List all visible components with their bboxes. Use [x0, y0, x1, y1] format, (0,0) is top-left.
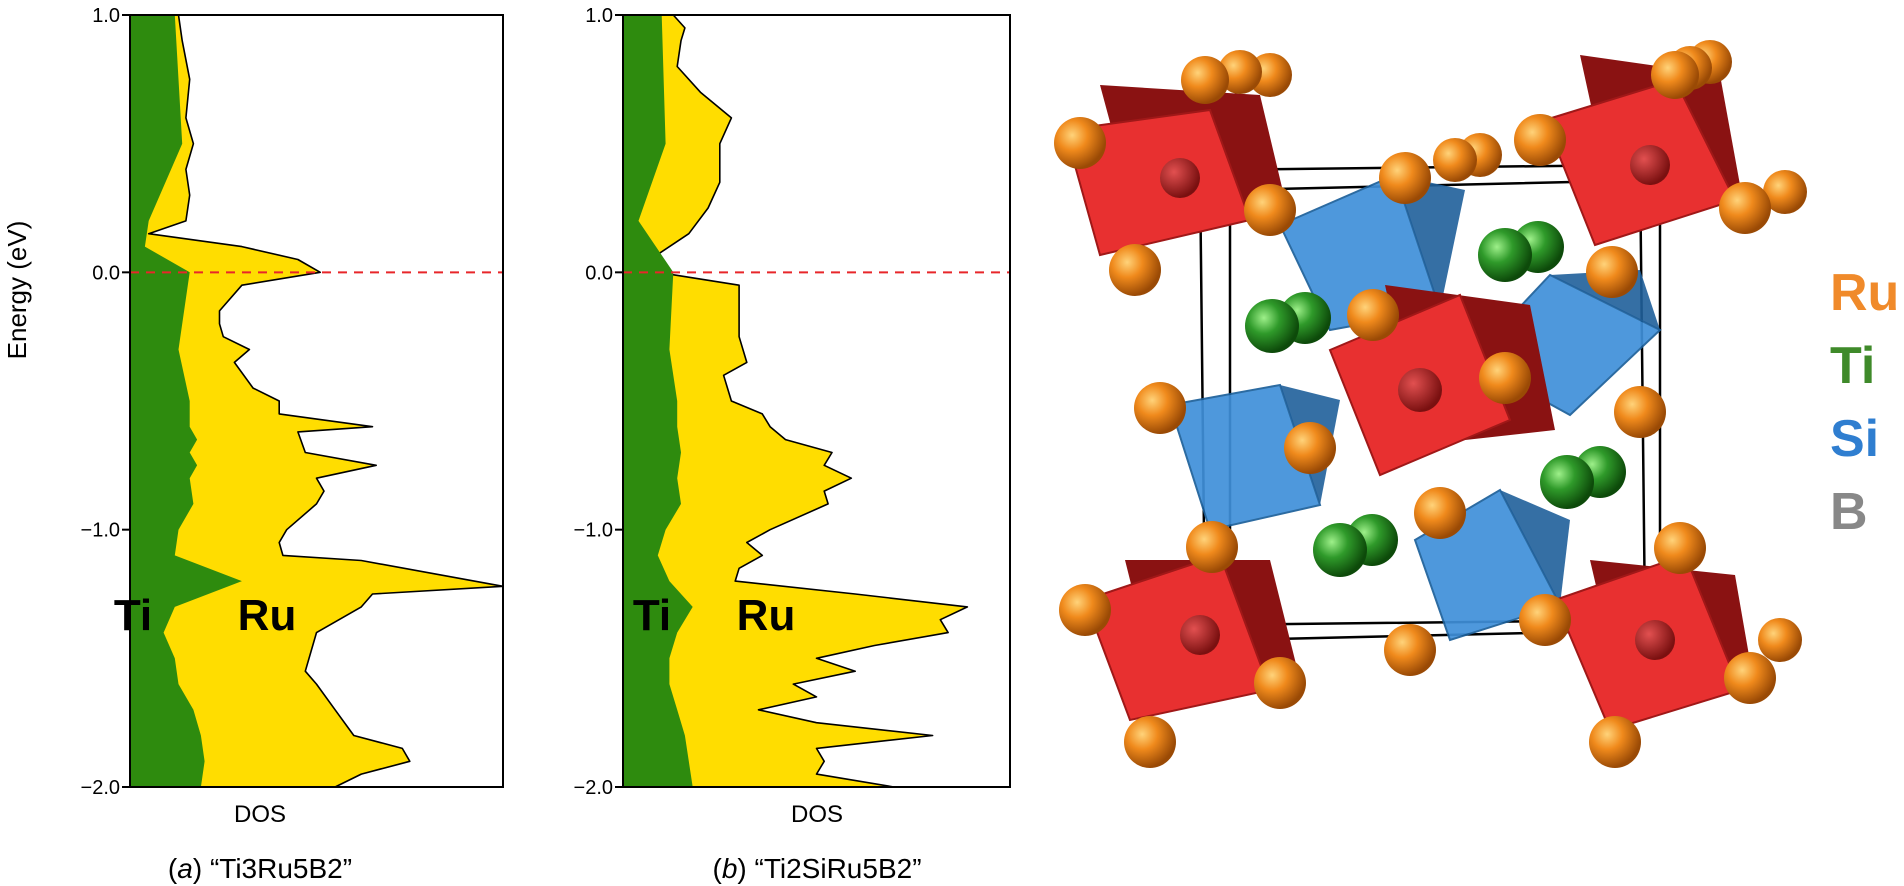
element-legend: Ru Ti Si B: [1830, 264, 1899, 541]
y-tick-label: −2.0: [81, 777, 120, 799]
caption-a: (a) “Ti3Ru5B2”: [168, 853, 352, 884]
ru-region-label-b: Ru: [737, 591, 796, 640]
caption-formula-b: “Ti2SiRu5B2”: [755, 853, 922, 884]
caption-letter-a: a: [177, 853, 193, 884]
legend-ti: Ti: [1830, 337, 1875, 395]
y-tick-label: 0.0: [92, 262, 120, 284]
dos-areas-b: [622, 14, 969, 788]
legend-b: B: [1830, 483, 1868, 541]
caption-letter-b: b: [722, 853, 738, 884]
ti-region-label-b: Ti: [633, 591, 671, 640]
x-axis-label-b: DOS: [791, 801, 843, 828]
dos-area-ti: [623, 15, 693, 787]
legend-ru: Ru: [1830, 264, 1899, 322]
ru-region-label-a: Ru: [238, 591, 297, 640]
dos-area-ru: [129, 14, 504, 788]
y-tick-label: 1.0: [92, 5, 120, 27]
y-axis-title: Energy (eV): [2, 221, 32, 360]
octahedron-top-left: [1063, 85, 1285, 257]
octahedron-top-right: [1543, 55, 1740, 247]
ti-region-label-a: Ti: [114, 591, 152, 640]
ru-octahedra: [1063, 55, 1755, 732]
y-tick-label: −1.0: [81, 520, 120, 542]
dos-areas-a: [129, 14, 504, 788]
legend-si: Si: [1830, 410, 1879, 468]
plot-frame-a: [129, 14, 504, 788]
dos-panel-b: 1.0 0.0 −1.0 −2.0 DOS Ti Ru (b) “Ti2SiRu5B2…: [574, 5, 1011, 884]
octahedron-bottom-left: [1083, 553, 1300, 722]
dos-panel-a: 1.0 0.0 −1.0 −2.0 Energy (eV) DOS Ti Ru (a)…: [2, 5, 504, 884]
ru-atoms: [1054, 40, 1807, 768]
x-axis-label-a: DOS: [234, 801, 286, 828]
y-tick-label: −2.0: [574, 777, 613, 799]
dos-area-ru: [622, 14, 969, 788]
octahedron-bottom-right: [1553, 553, 1755, 732]
y-ticks-a: 1.0 0.0 −1.0 −2.0: [81, 5, 130, 799]
ti-atoms: [1245, 221, 1626, 577]
y-ticks-b: 1.0 0.0 −1.0 −2.0: [574, 5, 623, 799]
dos-area-ti: [130, 15, 242, 787]
caption-b: (b) “Ti2SiRu5B2”: [712, 853, 921, 884]
y-tick-label: −1.0: [574, 520, 613, 542]
crystal-structure-illustration: Ru Ti Si B: [1054, 40, 1899, 768]
y-tick-label: 0.0: [585, 262, 613, 284]
y-tick-label: 1.0: [585, 5, 613, 27]
caption-formula-a: “Ti3Ru5B2”: [210, 853, 352, 884]
plot-frame-b: [622, 14, 1011, 788]
